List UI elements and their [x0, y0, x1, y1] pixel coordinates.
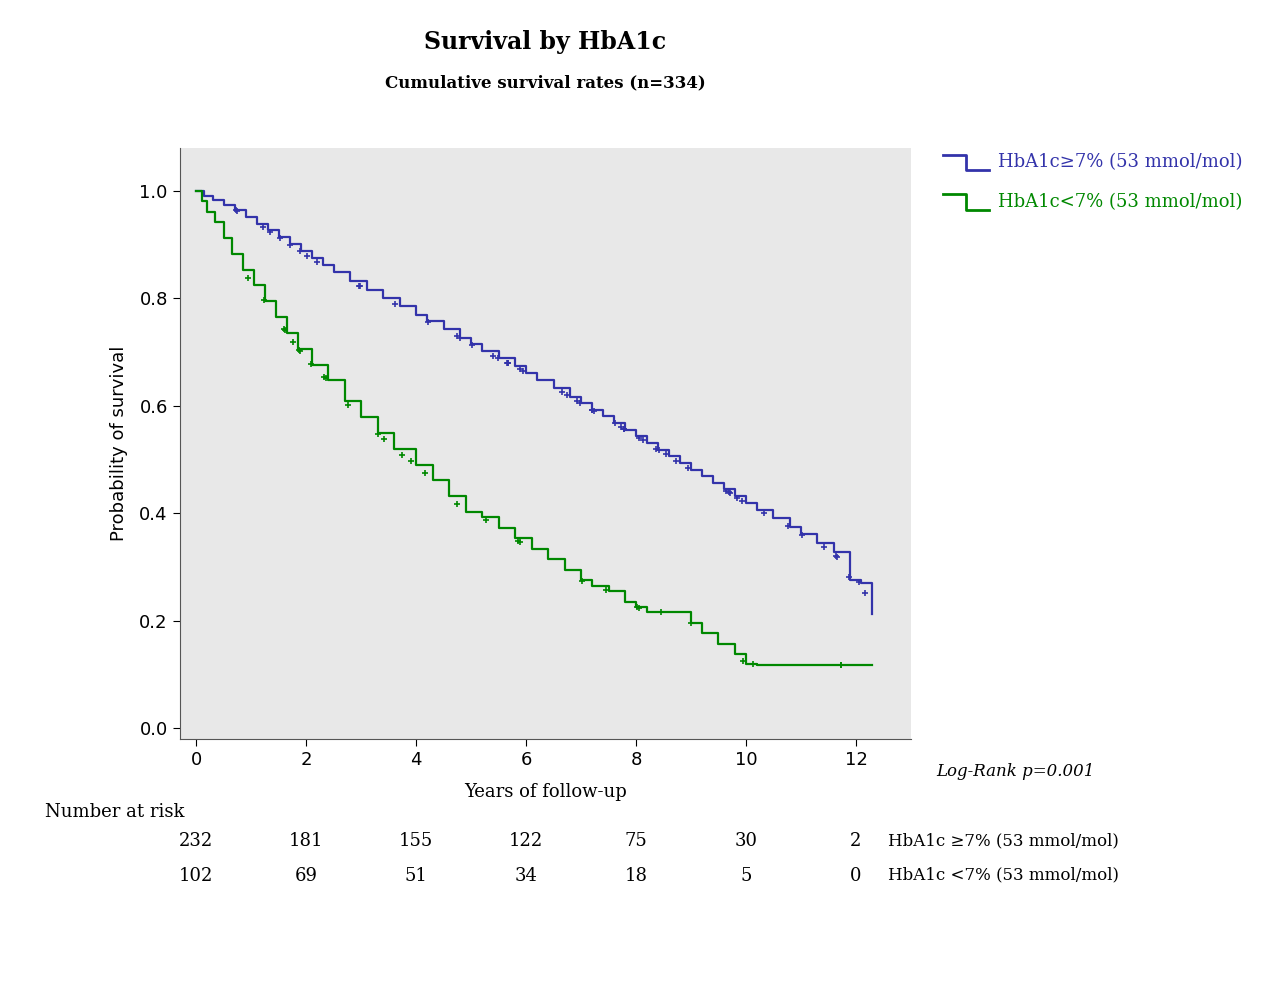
Text: 181: 181 — [289, 832, 323, 850]
Y-axis label: Probability of survival: Probability of survival — [110, 346, 128, 541]
Text: HbA1c ≥7% (53 mmol/mol): HbA1c ≥7% (53 mmol/mol) — [888, 832, 1119, 849]
Text: 30: 30 — [734, 832, 757, 850]
Text: 5: 5 — [740, 867, 752, 885]
Text: 34: 34 — [514, 867, 538, 885]
Text: 0: 0 — [851, 867, 862, 885]
Text: Years of follow-up: Years of follow-up — [464, 783, 626, 801]
Text: HbA1c<7% (53 mmol/mol): HbA1c<7% (53 mmol/mol) — [998, 193, 1242, 211]
Text: 75: 75 — [625, 832, 648, 850]
Text: Cumulative survival rates (n=334): Cumulative survival rates (n=334) — [385, 74, 706, 91]
Text: HbA1c <7% (53 mmol/mol): HbA1c <7% (53 mmol/mol) — [888, 867, 1119, 884]
Text: 232: 232 — [180, 832, 213, 850]
Text: 51: 51 — [404, 867, 427, 885]
Text: Number at risk: Number at risk — [45, 803, 185, 821]
Text: 155: 155 — [399, 832, 434, 850]
Text: 122: 122 — [509, 832, 543, 850]
Text: 2: 2 — [851, 832, 862, 850]
Text: Log-Rank p=0.001: Log-Rank p=0.001 — [937, 763, 1094, 780]
Text: Survival by HbA1c: Survival by HbA1c — [425, 30, 666, 53]
Text: 102: 102 — [178, 867, 213, 885]
Text: 69: 69 — [295, 867, 318, 885]
Text: 18: 18 — [625, 867, 648, 885]
Text: HbA1c≥7% (53 mmol/mol): HbA1c≥7% (53 mmol/mol) — [998, 154, 1243, 171]
